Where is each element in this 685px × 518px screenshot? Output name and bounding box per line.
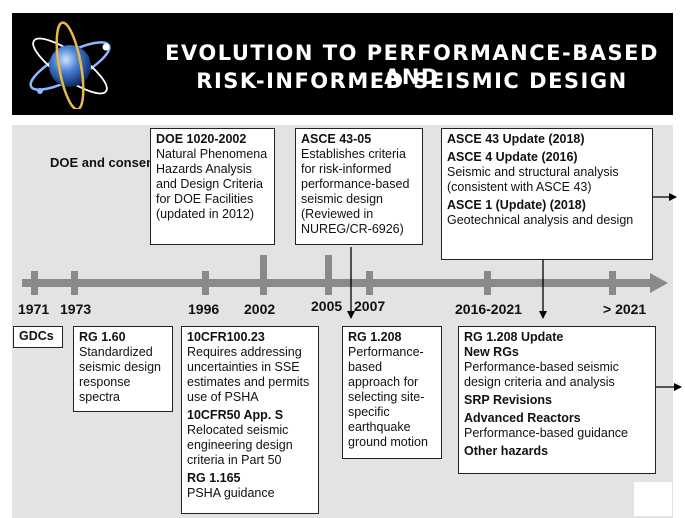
gdcs-box: GDCs (13, 326, 63, 348)
title-banner: EVOLUTION TO PERFORMANCE-BASED AND RISK-… (12, 13, 673, 115)
atom-globe-logo-icon (29, 21, 111, 109)
year-label-2002: 2002 (244, 301, 276, 317)
other-hazards-title: Other hazards (464, 444, 549, 458)
asce-43-update-title: ASCE 43 Update (2018) (447, 132, 585, 146)
year-label-2016-2021: 2016-2021 (455, 301, 522, 317)
rg-1-60-title: RG 1.60 (79, 330, 126, 344)
asce-1-update-text: Geotechnical analysis and design (447, 213, 634, 227)
rg-1-60-box: RG 1.60 Standardized seismic design resp… (73, 326, 173, 412)
asce-43-05-box: ASCE 43-05 Establishes criteria for risk… (295, 128, 423, 245)
title-line-1: EVOLUTION TO PERFORMANCE-BASED AND (165, 41, 659, 89)
tick-2007 (366, 271, 373, 295)
rg-1-208-title: RG 1.208 (348, 330, 402, 344)
tick-2016-2021 (484, 271, 491, 295)
corner-patch (634, 482, 672, 516)
rg-1-208-text: Performance-based approach for selecting… (348, 345, 428, 449)
year-label-1973: 1973 (60, 301, 92, 317)
asce-43-05-text: Establishes criteria for risk-informed p… (301, 147, 410, 236)
asce-4-update-text: Seismic and structural analysis (consist… (447, 165, 619, 194)
year-label-1971: 1971 (18, 301, 50, 317)
year-label-2007: 2007 (354, 298, 386, 314)
rg-1-208-update-box: RG 1.208 Update New RGs Performance-base… (458, 326, 656, 474)
cfr-100-23-title: 10CFR100.23 (187, 330, 265, 344)
cfr-50-app-s-title: 10CFR50 App. S (187, 408, 284, 422)
asce-43-05-title: ASCE 43-05 (301, 132, 372, 146)
tick-2021 (609, 271, 616, 295)
advanced-reactors-text: Performance-based guidance (464, 426, 628, 440)
asce-1-update-title: ASCE 1 (Update) (2018) (447, 198, 586, 212)
title-line-2: RISK-INFORMED SEISMIC DESIGN (196, 69, 628, 93)
rg-1-165-title: RG 1.165 (187, 471, 241, 485)
rg-1-208-update-title: RG 1.208 Update (464, 330, 564, 344)
doe-1020-text: Natural Phenomena Hazards Analysis and D… (156, 147, 268, 221)
rg-1-60-text: Standardized seismic design response spe… (79, 345, 161, 404)
rg-1-208-box: RG 1.208 Performance-based approach for … (342, 326, 442, 459)
tick-1971 (31, 271, 38, 295)
doe-1020-box: DOE 1020-2002 Natural Phenomena Hazards … (150, 128, 275, 245)
new-rgs-text: Performance-based seismic design criteri… (464, 360, 619, 389)
new-rgs-title: New RGs (464, 345, 519, 359)
gdcs-title: GDCs (19, 329, 54, 343)
cfr-100-23-text: Requires addressing uncertainties in SSE… (187, 345, 310, 404)
doe-1020-title: DOE 1020-2002 (156, 132, 247, 146)
cfr-box: 10CFR100.23 Requires addressing uncertai… (181, 326, 319, 514)
year-label-1996: 1996 (188, 301, 220, 317)
year-label-2005: 2005 (311, 298, 343, 314)
tick-1973 (71, 271, 78, 295)
tick-2005 (325, 255, 332, 295)
tick-1996 (202, 271, 209, 295)
asce-updates-box: ASCE 43 Update (2018) ASCE 4 Update (201… (441, 128, 653, 260)
cfr-50-app-s-text: Relocated seismic engineering design cri… (187, 423, 293, 467)
tick-2002 (260, 255, 267, 295)
rg-1-165-text: PSHA guidance (187, 486, 275, 500)
asce-4-update-title: ASCE 4 Update (2016) (447, 150, 578, 164)
srp-revisions-title: SRP Revisions (464, 393, 553, 407)
year-label-after-2021: > 2021 (603, 301, 647, 317)
advanced-reactors-title: Advanced Reactors (464, 411, 581, 425)
